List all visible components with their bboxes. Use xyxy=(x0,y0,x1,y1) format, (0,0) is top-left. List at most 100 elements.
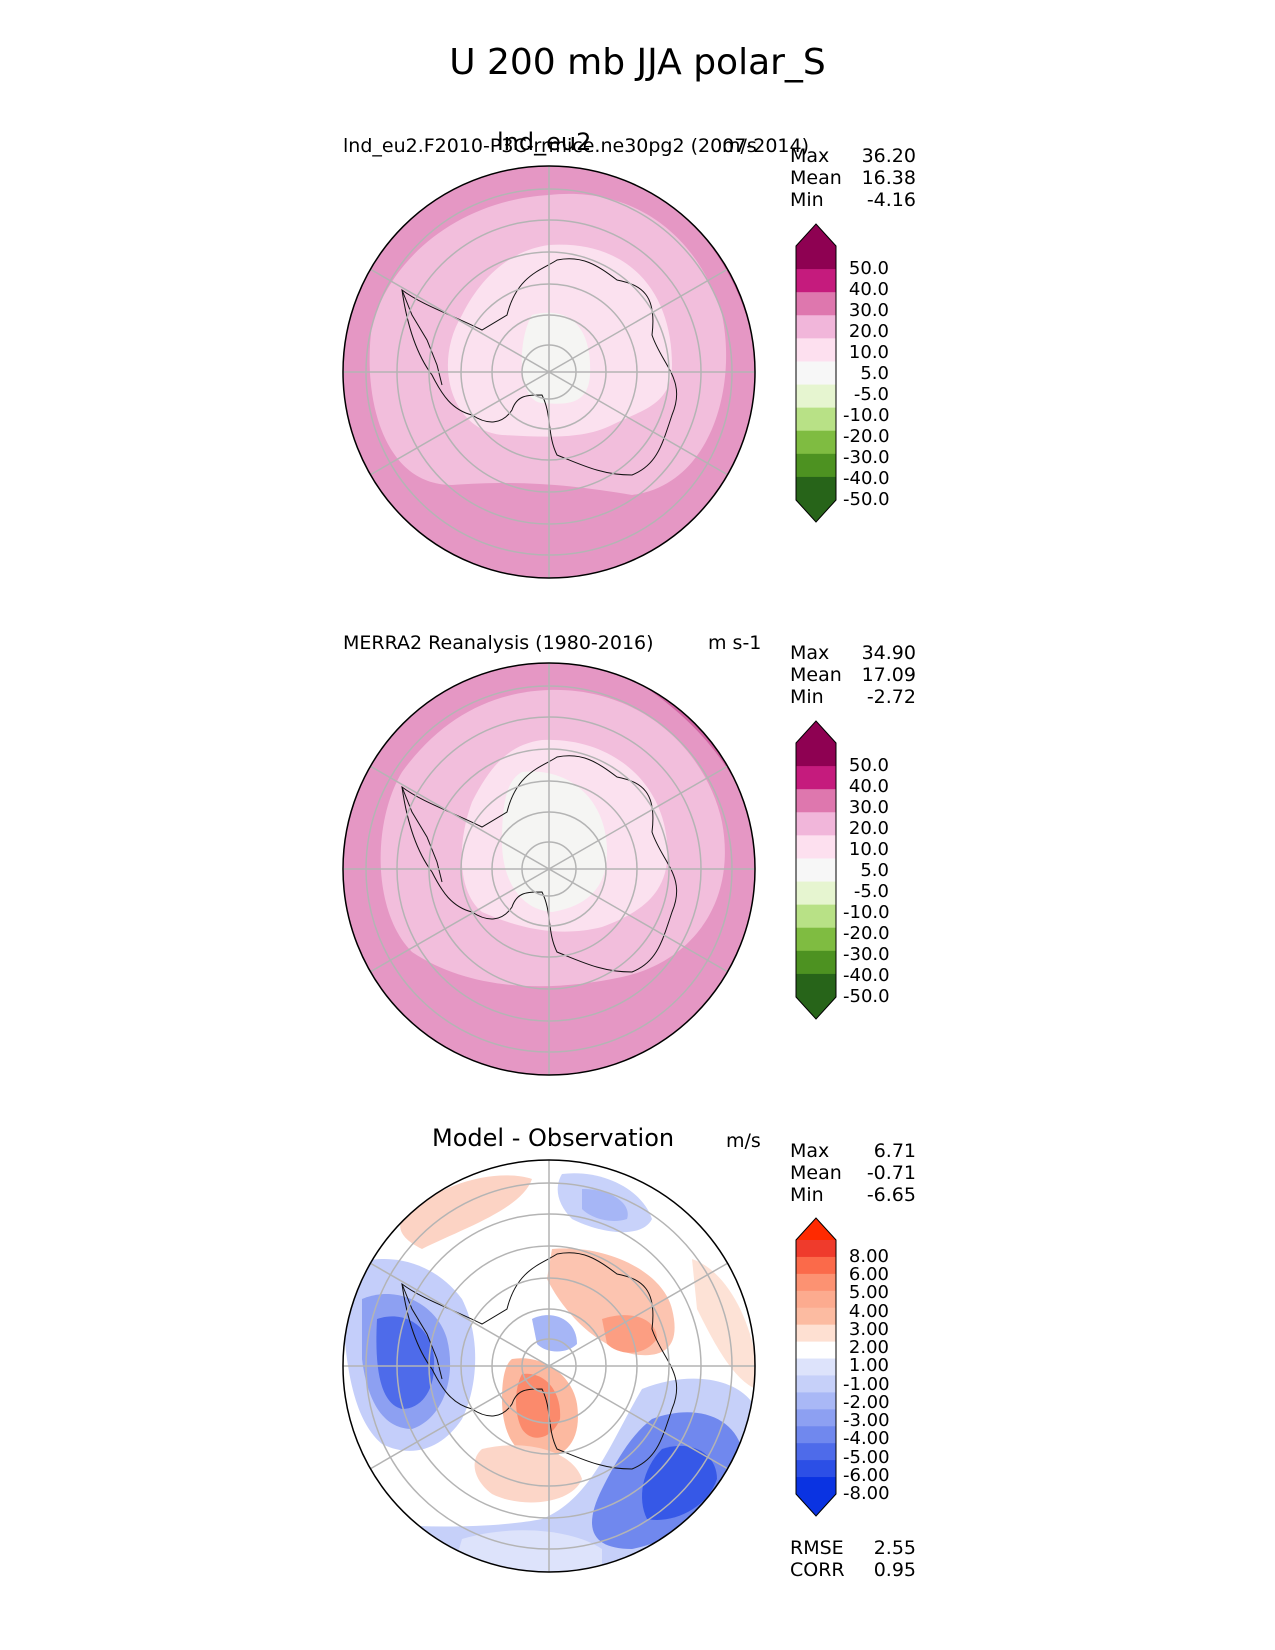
panel-3-units: m/s xyxy=(726,1130,761,1152)
panel-3-map xyxy=(342,1159,756,1573)
colorbar-tick-label: 10.0 xyxy=(848,839,889,861)
colorbar-level xyxy=(796,476,836,501)
panel-3-stat-label-max: Max xyxy=(790,1140,830,1162)
colorbar-level xyxy=(796,858,836,883)
colorbar-tick-label: -50.0 xyxy=(843,986,890,1007)
colorbar-tick-label: 30.0 xyxy=(848,300,889,322)
colorbar-level xyxy=(796,246,836,270)
colorbar-tick-label: -10.0 xyxy=(843,405,890,427)
colorbar-outline xyxy=(795,223,837,523)
colorbar-extend-top xyxy=(796,1218,836,1240)
colorbar-level xyxy=(796,1375,836,1393)
colorbar-tick-label: 20.0 xyxy=(848,818,889,840)
colorbar-tick-label: -5.00 xyxy=(843,1446,890,1468)
panel-1-stat-label-max: Max xyxy=(790,145,830,167)
colorbar-tick-label: -50.0 xyxy=(843,489,890,510)
colorbar-level xyxy=(796,1409,836,1427)
figure-title: U 200 mb JJA polar_S xyxy=(449,42,826,83)
colorbar-level xyxy=(796,1460,836,1478)
panel-3-fill-neg-southeast-core xyxy=(642,1445,717,1520)
panel-3-map-border xyxy=(342,1159,756,1573)
colorbar-tick-label: 4.00 xyxy=(848,1300,889,1322)
colorbar-level xyxy=(796,1426,836,1444)
colorbar-extend-bottom xyxy=(796,1494,836,1516)
colorbar-tick-label: -40.0 xyxy=(843,965,890,986)
colorbar-level xyxy=(796,1358,836,1376)
panel-3-fill-pos-south xyxy=(474,1445,582,1503)
colorbar-extend-top xyxy=(796,224,836,246)
panel-2-left-title: MERRA2 Reanalysis (1980-2016) xyxy=(343,632,654,654)
colorbar-tick-label: 1.00 xyxy=(848,1355,889,1377)
colorbar-tick-label: 20.0 xyxy=(848,321,889,343)
colorbar-tick-label: 40.0 xyxy=(848,279,889,301)
panel-2-stat-value-max: 34.90 xyxy=(861,642,916,664)
panel-3-stat-label-corr: CORR xyxy=(790,1559,845,1581)
colorbar-tick-label: -30.0 xyxy=(843,944,890,966)
colorbar-level xyxy=(796,292,836,316)
colorbar-tick-label: -40.0 xyxy=(843,468,890,489)
colorbar-level xyxy=(796,453,836,478)
colorbar-tick-label: 40.0 xyxy=(848,776,889,798)
colorbar-level xyxy=(796,950,836,975)
panel-1-left-title: lnd_eu2.F2010-P3C-rrmice.ne30pg2 (2007-2… xyxy=(343,135,810,157)
panel-3-stat-value-min: -6.65 xyxy=(866,1184,916,1206)
panel-3-stat-value-corr: 0.95 xyxy=(873,1559,916,1581)
panel-2-map xyxy=(342,662,756,1076)
panel-1-stat-label-mean: Mean xyxy=(790,167,842,189)
colorbar-tick-label: 5.0 xyxy=(860,363,889,385)
colorbar-level xyxy=(796,812,836,836)
colorbar-level xyxy=(796,1443,836,1461)
colorbar-tick-label: -8.00 xyxy=(843,1483,890,1504)
panel-3-fill-neg-north-core xyxy=(582,1189,628,1221)
panel-2-fill-5 xyxy=(502,771,607,912)
colorbar-level xyxy=(796,1256,836,1275)
colorbar-level xyxy=(796,789,836,813)
colorbar-tick-label: -1.00 xyxy=(843,1373,890,1395)
colorbar-extend-bottom xyxy=(796,997,836,1019)
panel-3-stat-value-rmse: 2.55 xyxy=(873,1537,916,1559)
colorbar-tick-label: 3.00 xyxy=(848,1318,889,1340)
colorbar-tick-label: -10.0 xyxy=(843,902,890,924)
panel-3-stat-value-mean: -0.71 xyxy=(866,1162,916,1184)
panel-3-fill-pos-north xyxy=(400,1175,532,1249)
panel-3-fill-neg-south xyxy=(452,1530,602,1572)
panel-2-graticule xyxy=(343,663,755,1075)
colorbar-level xyxy=(796,430,836,455)
colorbar-level xyxy=(796,927,836,952)
colorbar-tick-label: -2.00 xyxy=(843,1391,890,1413)
panel-1-graticule xyxy=(343,166,755,578)
colorbar-tick-label: -5.0 xyxy=(853,384,889,406)
colorbar-level xyxy=(796,1477,836,1495)
panel-2-stat-value-mean: 17.09 xyxy=(861,664,916,686)
colorbar-tick-label: 2.00 xyxy=(848,1337,889,1359)
panel-3-title: Model - Observation xyxy=(432,1124,675,1152)
colorbar-level xyxy=(796,338,836,362)
panel-1-stat-value-max: 36.20 xyxy=(861,145,916,167)
panel-3-fill-neg-center xyxy=(532,1315,577,1352)
panel-1-map-border xyxy=(342,165,756,579)
colorbar-outline xyxy=(795,720,837,1020)
colorbar-level xyxy=(796,881,836,906)
colorbar-extend-top xyxy=(796,721,836,743)
panel-3-colorbar xyxy=(795,1217,837,1517)
panel-3-stat-label-mean: Mean xyxy=(790,1162,842,1184)
colorbar-level xyxy=(796,973,836,998)
panel-1-map xyxy=(342,165,756,579)
colorbar-tick-label: -20.0 xyxy=(843,923,890,945)
colorbar-level xyxy=(796,743,836,767)
colorbar-level xyxy=(796,904,836,929)
colorbar-tick-label: 5.0 xyxy=(860,860,889,882)
colorbar-level xyxy=(796,407,836,432)
colorbar-tick-label: -3.00 xyxy=(843,1410,890,1432)
colorbar-tick-label: -5.0 xyxy=(853,881,889,903)
colorbar-extend-bottom xyxy=(796,500,836,522)
colorbar-level xyxy=(796,1392,836,1410)
panel-3-stat-label-min: Min xyxy=(790,1184,824,1206)
colorbar-tick-label: -4.00 xyxy=(843,1428,890,1450)
colorbar-tick-label: 5.00 xyxy=(848,1282,889,1304)
panel-2-stat-label-mean: Mean xyxy=(790,664,842,686)
panel-2-stat-label-max: Max xyxy=(790,642,830,664)
colorbar-tick-label: 50.0 xyxy=(848,258,889,280)
colorbar-level xyxy=(796,766,836,790)
panel-3-graticule xyxy=(343,1160,755,1572)
